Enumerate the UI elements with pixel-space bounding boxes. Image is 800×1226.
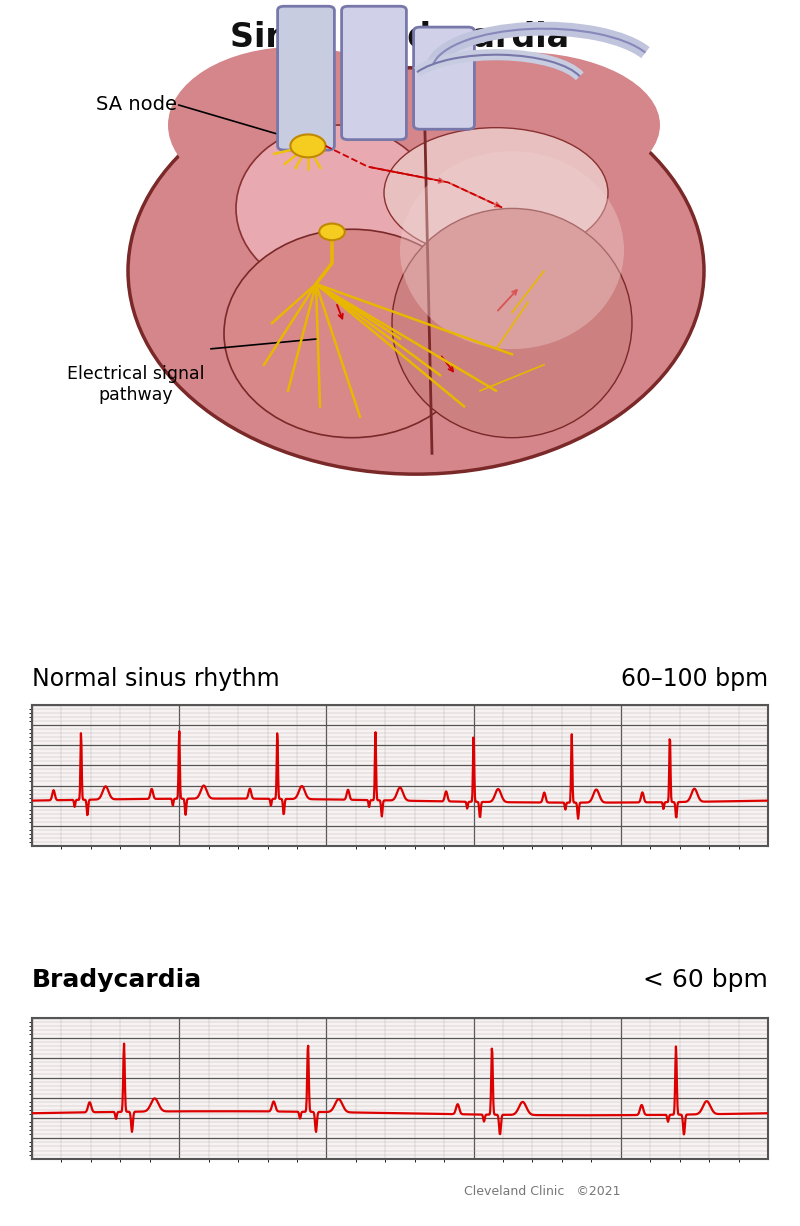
Ellipse shape bbox=[384, 128, 608, 257]
Text: < 60 bpm: < 60 bpm bbox=[643, 967, 768, 992]
FancyBboxPatch shape bbox=[414, 27, 474, 129]
Ellipse shape bbox=[392, 208, 632, 438]
Text: Cleveland Clinic   ©2021: Cleveland Clinic ©2021 bbox=[464, 1186, 621, 1198]
Ellipse shape bbox=[380, 51, 660, 199]
FancyBboxPatch shape bbox=[278, 6, 334, 150]
Ellipse shape bbox=[400, 151, 624, 349]
Text: Bradycardia: Bradycardia bbox=[32, 967, 202, 992]
Text: Electrical signal
pathway: Electrical signal pathway bbox=[67, 365, 205, 403]
Ellipse shape bbox=[128, 67, 704, 474]
Text: Sinus bradycardia: Sinus bradycardia bbox=[230, 21, 570, 54]
FancyBboxPatch shape bbox=[342, 6, 406, 140]
Ellipse shape bbox=[236, 125, 436, 292]
Ellipse shape bbox=[224, 229, 480, 438]
Text: Normal sinus rhythm: Normal sinus rhythm bbox=[32, 667, 280, 691]
Circle shape bbox=[319, 223, 345, 240]
Text: 60–100 bpm: 60–100 bpm bbox=[621, 667, 768, 691]
Ellipse shape bbox=[168, 47, 424, 204]
Circle shape bbox=[290, 135, 326, 157]
Text: SA node: SA node bbox=[96, 94, 177, 114]
